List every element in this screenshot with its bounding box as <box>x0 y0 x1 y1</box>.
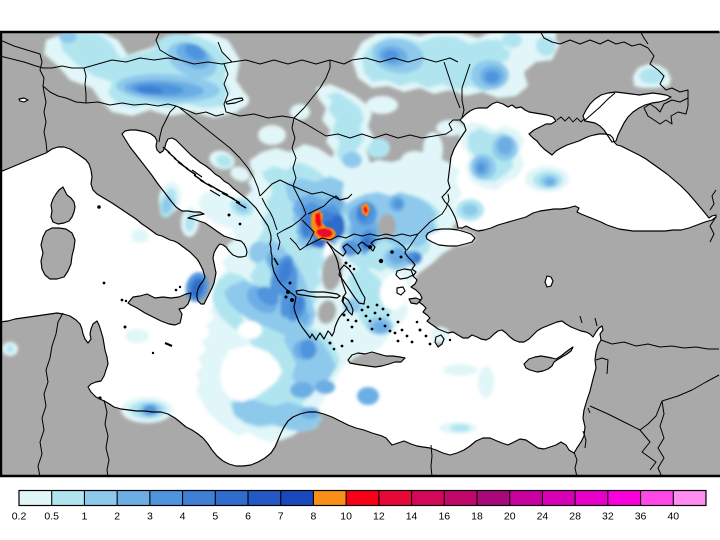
svg-text:36: 36 <box>635 511 647 523</box>
svg-text:8: 8 <box>311 511 317 523</box>
svg-text:7: 7 <box>278 511 284 523</box>
svg-text:4: 4 <box>180 511 186 523</box>
svg-text:16: 16 <box>438 511 450 523</box>
svg-text:0.2: 0.2 <box>12 511 27 523</box>
svg-text:6: 6 <box>245 511 251 523</box>
svg-text:0.5: 0.5 <box>44 511 59 523</box>
svg-text:20: 20 <box>504 511 516 523</box>
svg-text:1: 1 <box>82 511 88 523</box>
svg-text:5: 5 <box>212 511 218 523</box>
svg-text:40: 40 <box>667 511 679 523</box>
svg-text:12: 12 <box>373 511 385 523</box>
svg-text:28: 28 <box>569 511 581 523</box>
svg-text:18: 18 <box>471 511 483 523</box>
svg-text:10: 10 <box>340 511 352 523</box>
svg-text:2: 2 <box>114 511 120 523</box>
svg-text:14: 14 <box>406 511 418 523</box>
svg-text:32: 32 <box>602 511 614 523</box>
svg-text:3: 3 <box>147 511 153 523</box>
svg-text:24: 24 <box>537 511 549 523</box>
